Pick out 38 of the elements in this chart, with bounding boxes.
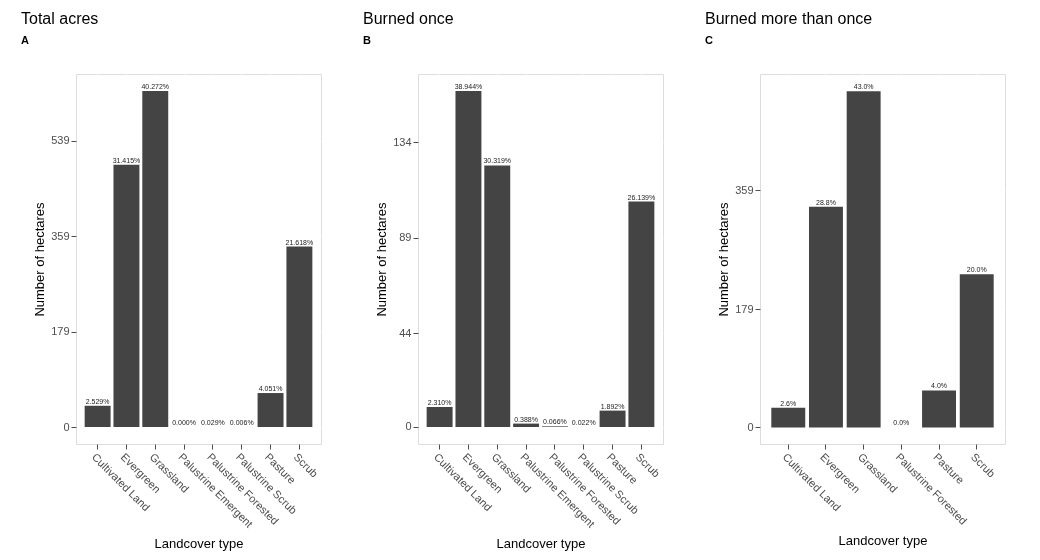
bar [484,165,511,427]
y-tick-label: 0 [405,420,412,433]
y-axis-title: Number of hectares [32,201,48,317]
y-tick-label: 0 [747,420,754,433]
y-tick-label: 134 [393,135,412,148]
bar [809,206,843,428]
y-tick-label: 359 [51,229,70,242]
bar [959,274,994,428]
bar [142,90,169,428]
x-axis-title: Landcover type [838,532,928,548]
y-tick-label: 89 [399,231,412,244]
y-tick-label: 359 [735,183,754,196]
text: C [705,34,713,46]
bar [628,201,655,427]
bar [426,407,453,427]
chart-title: Total acres [21,10,99,27]
text: A [21,34,29,46]
y-tick-label: 179 [51,325,70,338]
bar [922,390,956,428]
y-axis-title: Number of hectares [374,201,390,317]
x-axis-title: Landcover type [154,535,244,551]
y-axis-title: Number of hectares [716,201,732,317]
y-tick-label: 539 [51,134,70,147]
y-tick-label: 0 [63,420,70,433]
x-axis-title: Landcover type [496,535,586,551]
bar [455,91,482,427]
bar [84,405,111,428]
text: B [363,34,371,46]
bar [599,410,626,427]
bar [286,246,313,428]
bar [113,164,140,428]
bar [771,407,806,428]
chart-title: Burned more than once [705,10,873,27]
y-tick-label: 179 [735,302,754,315]
y-tick-label: 44 [399,326,412,339]
chart-title: Burned once [363,10,454,27]
bar [257,393,284,428]
bar [846,91,881,428]
